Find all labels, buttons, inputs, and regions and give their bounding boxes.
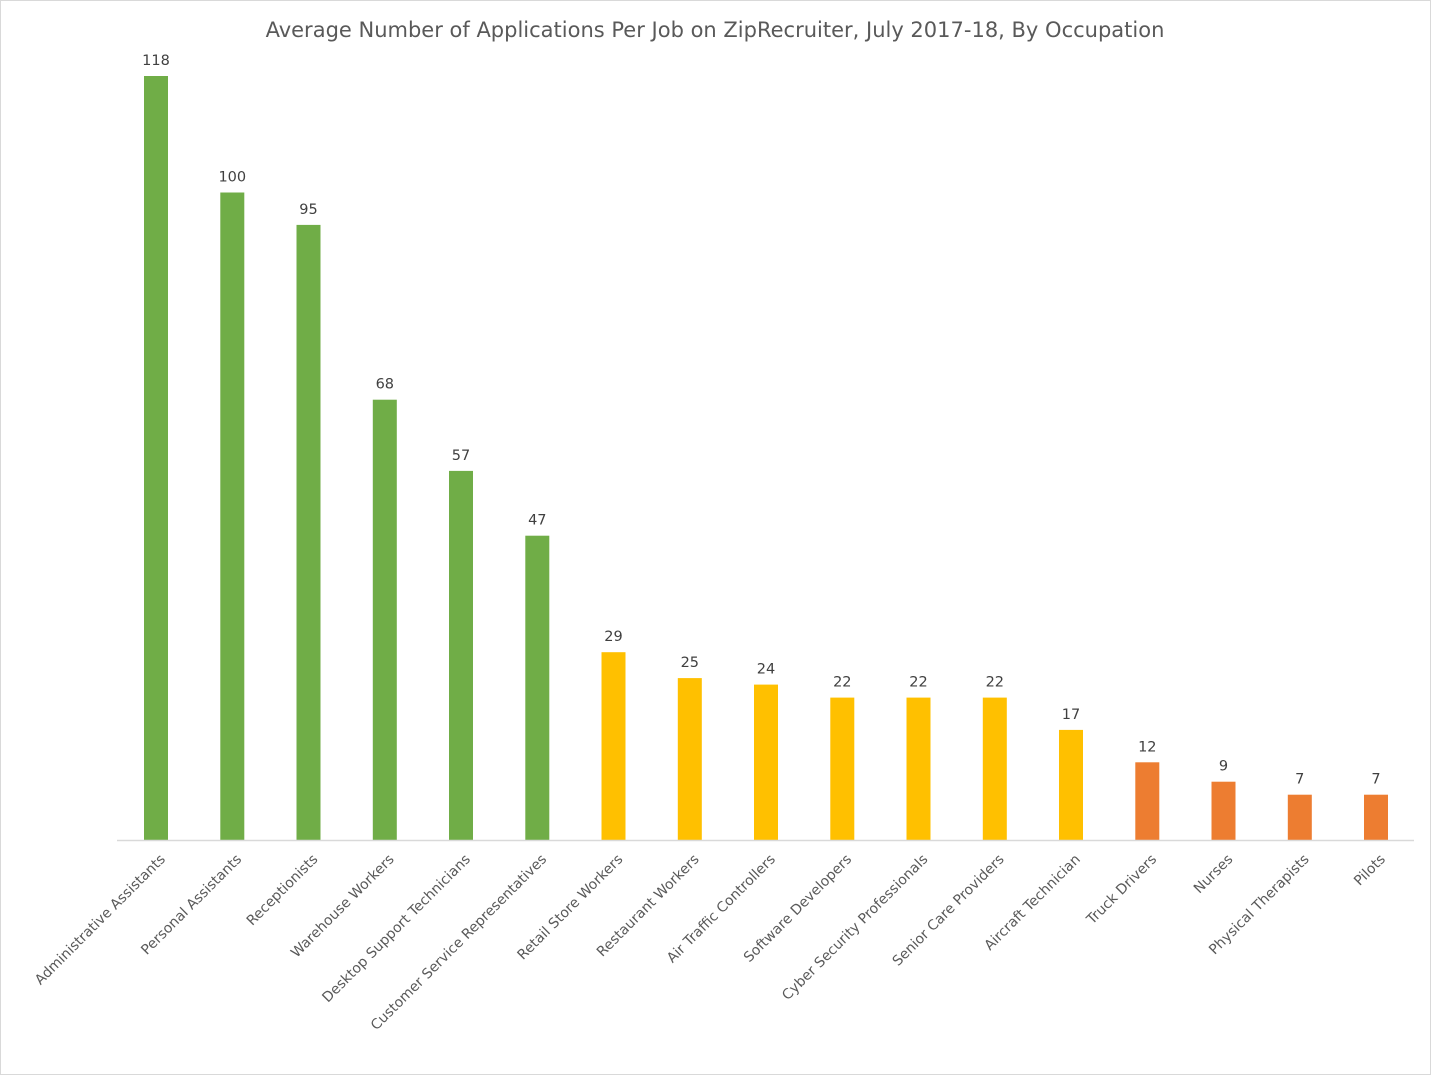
data-label: 22 [986,675,1004,691]
bar-aircraft-technician [1059,729,1083,840]
data-label: 95 [299,202,317,218]
bar-receptionists [296,224,321,840]
data-label: 24 [757,662,775,678]
bar-software-developers [830,697,855,840]
data-label: 12 [1138,739,1156,755]
bar-air-traffic-controllers [754,684,778,840]
x-tick-label: Cyber Security Professionals [779,852,931,1004]
bar-administrative-assistants [144,76,168,840]
data-label: 118 [142,53,170,69]
bar-senior-care-providers [982,697,1007,840]
bar-customer-service-representatives [525,535,550,840]
chart-title: Average Number of Applications Per Job o… [266,18,1165,42]
x-tick-label: Receptionists [244,852,322,930]
bar-restaurant-workers [677,678,702,840]
bar-warehouse-workers [372,399,397,840]
bar-desktop-support-technicians [449,470,473,840]
bar-truck-drivers [1135,762,1160,840]
data-label: 22 [833,675,851,691]
data-label: 29 [604,629,622,645]
data-label: 22 [909,675,927,691]
bar-pilots [1364,794,1388,840]
x-tick-label: Desktop Support Technicians [319,852,473,1006]
data-label: 7 [1295,772,1304,788]
bars-group [144,76,1388,840]
bar-personal-assistants [220,192,245,840]
x-tick-label: Nurses [1191,852,1236,897]
bar-physical-therapists [1287,794,1312,840]
data-label: 100 [218,170,246,186]
data-label: 17 [1062,707,1080,723]
data-label: 68 [376,377,394,393]
bar-retail-store-workers [601,652,626,840]
x-tick-label: Truck Drivers [1083,852,1160,929]
bar-nurses [1211,781,1236,840]
x-tick-label: Pilots [1351,852,1389,890]
x-tick-label: Administrative Assistants [32,852,169,989]
data-label: 47 [528,513,546,529]
data-labels-group: 118 100 95 68 57 47 29 25 24 22 22 22 17 12 9 7 7 [142,53,1380,788]
bar-cyber-security-professionals [906,697,931,840]
data-label: 57 [452,448,470,464]
data-label: 7 [1371,772,1380,788]
data-label: 25 [681,655,699,671]
data-label: 9 [1219,759,1228,775]
